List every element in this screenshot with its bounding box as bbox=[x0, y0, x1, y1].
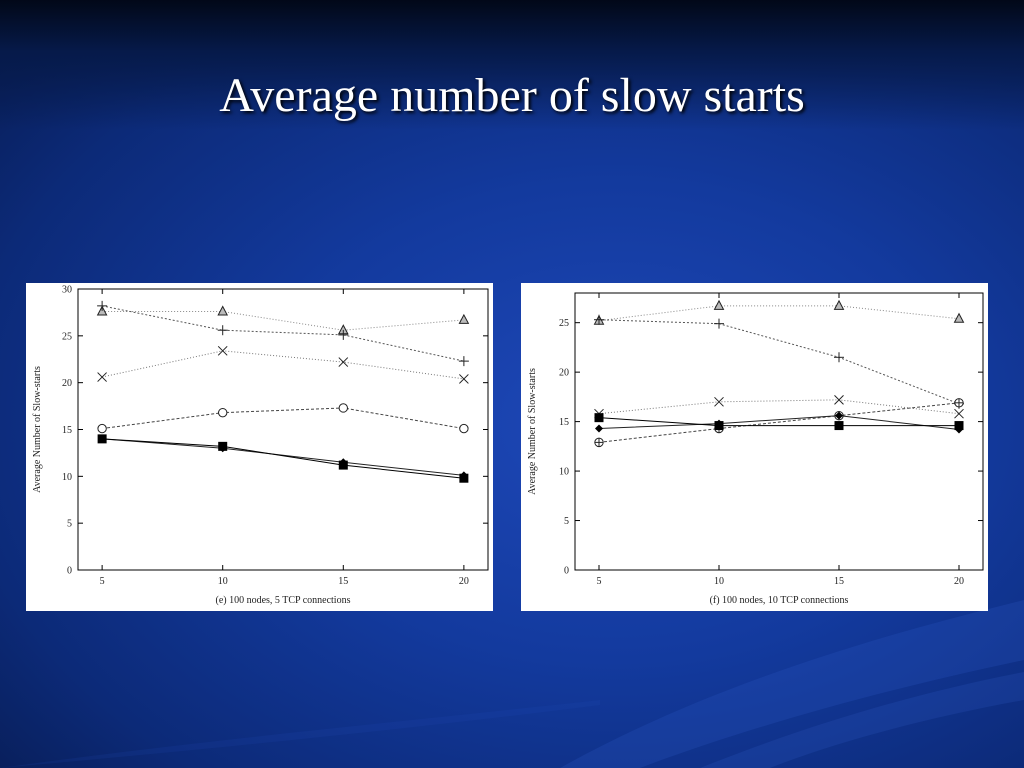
data-point-circle bbox=[338, 403, 348, 413]
y-tick-label: 0 bbox=[67, 566, 72, 577]
series-line-diamond bbox=[102, 438, 464, 476]
series-line-square bbox=[102, 438, 464, 479]
x-tick-label: 15 bbox=[338, 576, 348, 587]
data-point-plus bbox=[834, 352, 844, 363]
chart-panel-left: 0 5 10 15 20 25 30 5 10 15 20 (e) 100 nodes, 5 TCP … bbox=[26, 283, 493, 611]
data-point-plus bbox=[714, 318, 724, 329]
data-point-plus bbox=[217, 325, 228, 336]
y-axis-label: Average Number of Slow-starts bbox=[32, 366, 43, 493]
data-point-square bbox=[338, 460, 348, 470]
title-band bbox=[0, 0, 1024, 130]
data-point-triangle bbox=[713, 299, 725, 310]
series-line-cross bbox=[102, 350, 464, 380]
data-point-cross bbox=[714, 396, 724, 407]
y-tick-label: 20 bbox=[559, 368, 569, 379]
data-point-oplus bbox=[594, 437, 604, 448]
x-tick-label: 20 bbox=[459, 576, 469, 587]
series-line-square bbox=[598, 417, 959, 427]
data-point-triangle bbox=[833, 299, 845, 310]
y-tick-label: 10 bbox=[62, 472, 72, 483]
y-axis-label: Average Number of Slow-starts bbox=[527, 368, 538, 495]
data-point-plus bbox=[338, 329, 349, 340]
chart-panel-right: 0 5 10 15 20 25 5 10 15 20 (f) 100 nodes, 10 TCP c… bbox=[521, 283, 988, 611]
data-point-square bbox=[97, 434, 107, 444]
data-point-square bbox=[714, 421, 724, 431]
y-tick-label: 5 bbox=[564, 516, 569, 527]
data-point-cross bbox=[338, 357, 349, 367]
slide-title: Average number of slow starts bbox=[219, 69, 805, 122]
data-point-plus bbox=[594, 314, 604, 325]
plot-frame bbox=[77, 288, 489, 571]
series-line-plus bbox=[598, 319, 960, 405]
data-point-cross bbox=[954, 408, 964, 419]
data-point-square bbox=[834, 421, 844, 431]
chart-left: 0 5 10 15 20 25 30 5 10 15 20 (e) 100 nodes, 5 TCP … bbox=[32, 285, 489, 606]
y-tick-label: 5 bbox=[67, 519, 72, 530]
series-line-triangle bbox=[598, 305, 960, 322]
data-point-cross bbox=[459, 374, 469, 384]
x-tick-label: 10 bbox=[714, 576, 724, 587]
series-line-oplus bbox=[598, 402, 960, 443]
data-point-square bbox=[459, 473, 469, 483]
chart-right: 0 5 10 15 20 25 5 10 15 20 (f) 100 nodes, 10 TCP c… bbox=[527, 292, 984, 606]
x-tick-label: 10 bbox=[218, 576, 228, 587]
data-point-cross bbox=[97, 372, 107, 382]
data-point-diamond bbox=[595, 424, 603, 433]
chart-caption: (e) 100 nodes, 5 TCP connections bbox=[216, 595, 351, 606]
data-point-plus bbox=[97, 300, 108, 311]
data-point-square bbox=[594, 413, 604, 423]
x-tick-label: 5 bbox=[100, 576, 105, 587]
y-tick-label: 25 bbox=[559, 318, 569, 329]
y-tick-label: 20 bbox=[62, 378, 72, 389]
series-line-diamond bbox=[598, 415, 960, 431]
data-point-triangle bbox=[217, 305, 229, 316]
data-point-circle bbox=[459, 423, 469, 434]
data-point-square bbox=[954, 421, 964, 431]
data-point-circle bbox=[218, 407, 228, 418]
x-tick-label: 20 bbox=[954, 576, 964, 587]
y-tick-label: 30 bbox=[62, 285, 72, 296]
y-tick-label: 10 bbox=[559, 467, 569, 478]
data-point-plus bbox=[458, 356, 469, 367]
data-point-diamond bbox=[835, 411, 843, 420]
y-tick-label: 15 bbox=[559, 417, 569, 428]
data-point-cross bbox=[834, 394, 844, 405]
data-point-square bbox=[218, 441, 228, 451]
data-point-triangle bbox=[953, 312, 965, 323]
y-tick-label: 15 bbox=[62, 425, 72, 436]
series-line-cross bbox=[598, 399, 960, 415]
x-tick-label: 5 bbox=[597, 576, 602, 587]
series-line-triangle bbox=[102, 310, 464, 331]
plot-frame bbox=[574, 292, 984, 571]
chart-caption: (f) 100 nodes, 10 TCP connections bbox=[710, 595, 849, 606]
data-point-circle bbox=[97, 423, 107, 434]
y-tick-label: 0 bbox=[564, 566, 569, 577]
data-point-oplus bbox=[954, 398, 964, 408]
data-point-triangle bbox=[458, 313, 470, 324]
series-line-circle bbox=[102, 407, 464, 430]
x-tick-label: 15 bbox=[834, 576, 844, 587]
data-point-cross bbox=[217, 345, 228, 356]
series-line-plus bbox=[102, 305, 464, 362]
y-tick-label: 25 bbox=[62, 331, 72, 342]
